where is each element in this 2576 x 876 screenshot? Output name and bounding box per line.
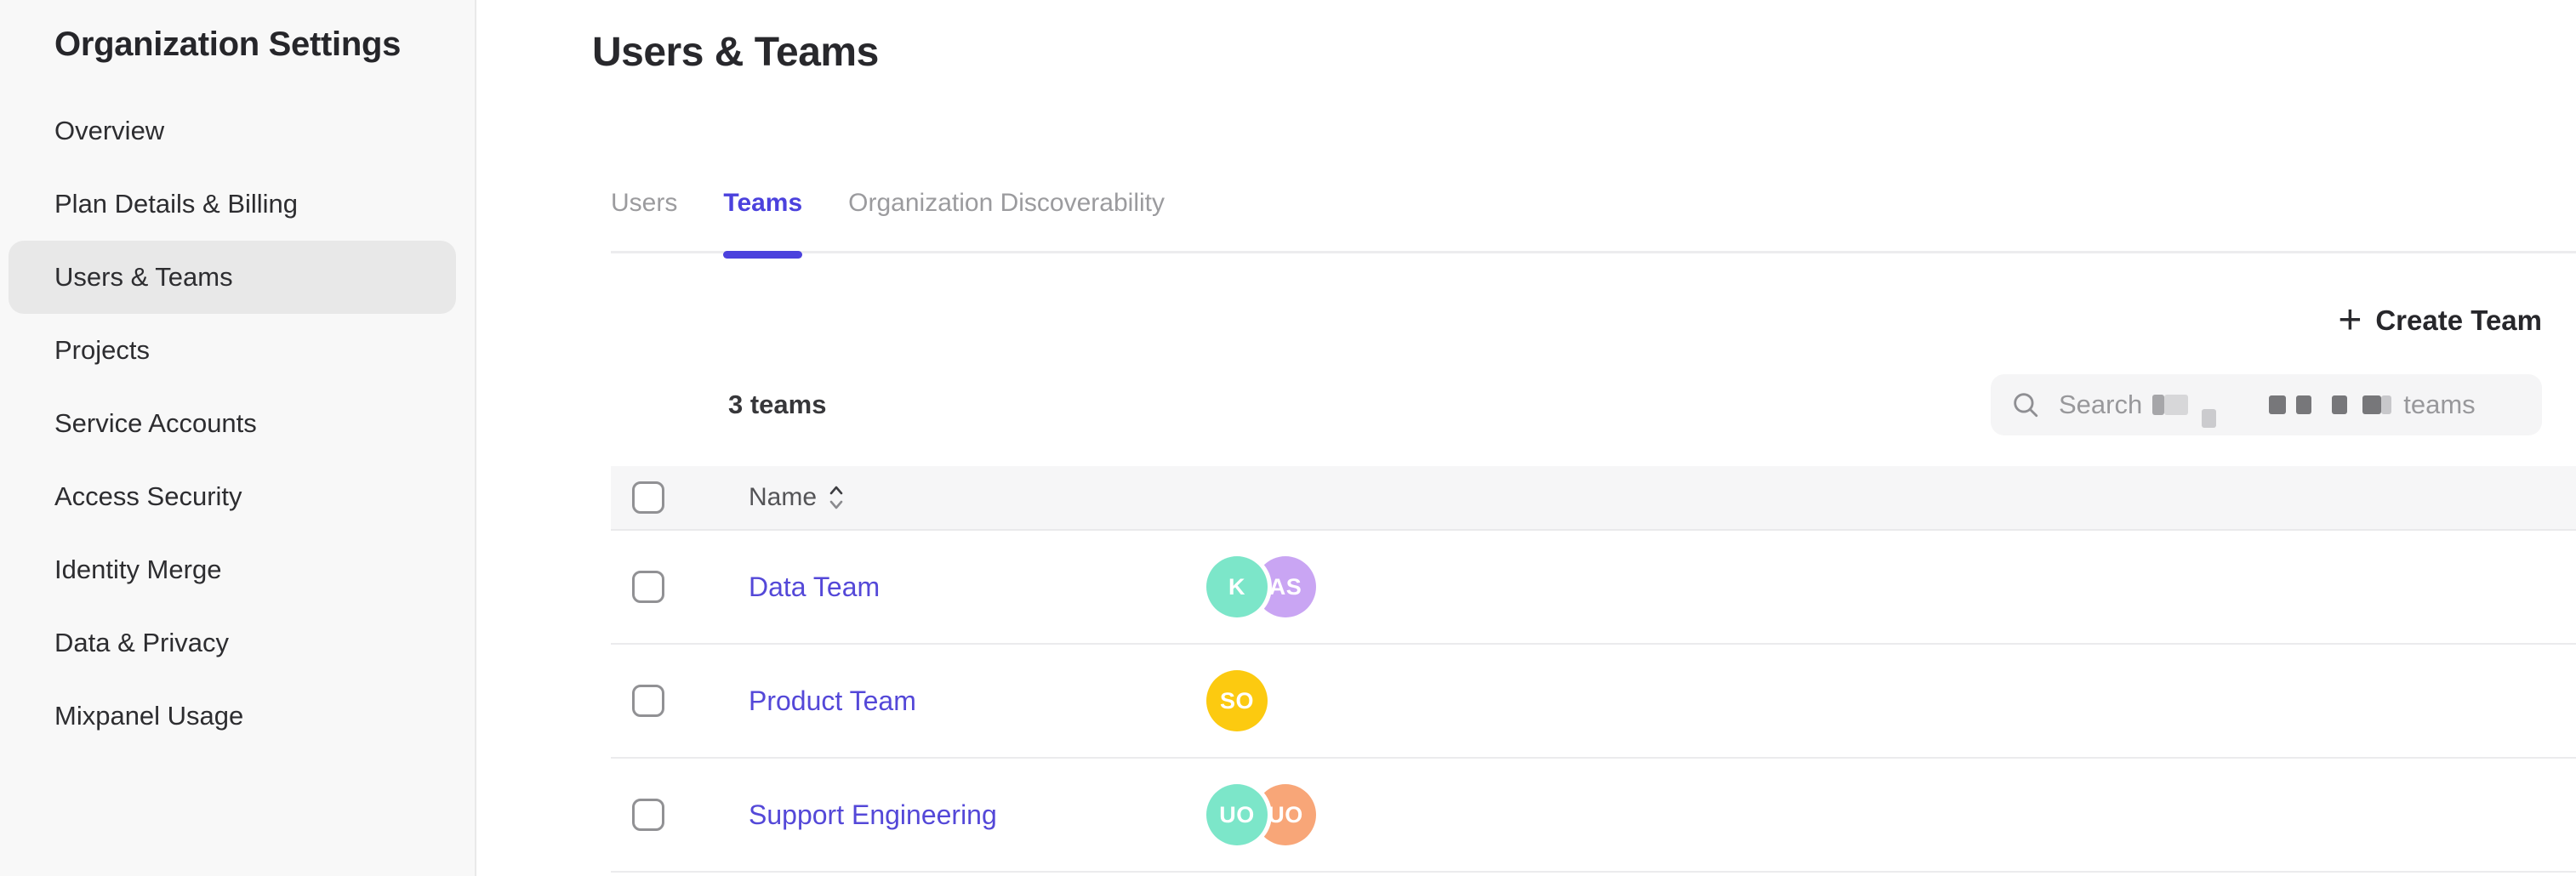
sidebar-item-service-accounts[interactable]: Service Accounts — [0, 387, 475, 460]
sidebar-item-plan-details-billing[interactable]: Plan Details & Billing — [0, 168, 475, 241]
column-header-name-label: Name — [749, 483, 818, 511]
team-name-cell: Product Team — [749, 685, 1206, 717]
table-row: Support Engineering UO UO — [611, 759, 2576, 873]
tab-users[interactable]: Users — [611, 189, 678, 217]
team-name-link[interactable]: Data Team — [749, 571, 881, 602]
create-team-button[interactable]: + Create Team — [2338, 298, 2542, 343]
list-controls: 3 teams Search teams — [611, 374, 2542, 435]
sidebar-item-access-security[interactable]: Access Security — [0, 460, 475, 533]
table-row: Data Team K AS — [611, 531, 2576, 645]
page-title: Users & Teams — [592, 30, 879, 75]
sidebar-item-projects[interactable]: Projects — [0, 314, 475, 387]
plus-icon: + — [2338, 298, 2362, 343]
member-avatar[interactable]: UO — [1206, 784, 1268, 845]
table-body: Data Team K AS Product Team SO Support Engine… — [611, 531, 2576, 873]
main-content: Users & Teams Users Teams Organization Dis… — [476, 0, 2576, 876]
sort-icon — [829, 486, 843, 509]
sidebar-item-label: Data & Privacy — [54, 628, 230, 657]
sidebar-item-label: Overview — [54, 116, 165, 145]
sidebar: Organization Settings Overview Plan Detai… — [0, 0, 476, 876]
sidebar-item-label: Users & Teams — [54, 262, 233, 292]
search-placeholder-suffix: teams — [2403, 390, 2476, 419]
search-input[interactable]: Search teams — [1991, 374, 2542, 435]
row-checkbox[interactable] — [632, 685, 664, 717]
sidebar-item-label: Projects — [54, 335, 150, 365]
row-checkbox[interactable] — [632, 799, 664, 831]
redacted-text-block — [2202, 409, 2217, 428]
sidebar-item-label: Identity Merge — [54, 555, 222, 584]
team-name-link[interactable]: Support Engineering — [749, 799, 997, 830]
sidebar-item-label: Service Accounts — [54, 408, 257, 438]
teams-table: Name Data Team K AS Product Team SO Support E… — [611, 466, 2576, 873]
member-avatars: UO UO — [1206, 784, 1316, 845]
column-header-name[interactable]: Name — [749, 483, 844, 512]
sidebar-item-label: Plan Details & Billing — [54, 189, 299, 219]
search-icon — [2014, 393, 2038, 418]
toolbar: + Create Team — [611, 298, 2542, 343]
team-name-link[interactable]: Product Team — [749, 685, 916, 716]
row-checkbox[interactable] — [632, 571, 664, 603]
redacted-text-block — [2362, 395, 2392, 414]
sidebar-item-mixpanel-usage[interactable]: Mixpanel Usage — [0, 680, 475, 753]
sidebar-item-data-privacy[interactable]: Data & Privacy — [0, 606, 475, 680]
tab-organization-discoverability[interactable]: Organization Discoverability — [848, 189, 1165, 217]
sidebar-nav: Overview Plan Details & Billing Users & Te… — [0, 94, 475, 753]
redacted-text-block — [2269, 395, 2287, 414]
team-name-cell: Data Team — [749, 572, 1206, 603]
member-avatar[interactable]: K — [1206, 556, 1268, 617]
tabs-bar: Users Teams Organization Discoverability — [611, 188, 2576, 259]
redacted-text-block — [2332, 395, 2348, 414]
team-name-cell: Support Engineering — [749, 799, 1206, 831]
sidebar-title: Organization Settings — [54, 26, 402, 63]
create-team-label: Create Team — [2375, 304, 2542, 336]
sidebar-item-overview[interactable]: Overview — [0, 94, 475, 168]
sidebar-item-identity-merge[interactable]: Identity Merge — [0, 533, 475, 606]
sidebar-item-users-teams[interactable]: Users & Teams — [9, 241, 456, 314]
table-row: Product Team SO — [611, 645, 2576, 759]
table-header-row: Name — [611, 466, 2576, 531]
select-all-checkbox[interactable] — [632, 481, 664, 514]
sidebar-item-label: Mixpanel Usage — [54, 701, 244, 731]
sidebar-item-label: Access Security — [54, 481, 242, 511]
member-avatars: SO — [1206, 670, 1268, 731]
tab-teams[interactable]: Teams — [723, 189, 803, 259]
search-placeholder-prefix: Search — [2059, 390, 2143, 419]
member-avatar[interactable]: SO — [1206, 670, 1268, 731]
redacted-text-block — [2296, 395, 2312, 414]
redacted-text-block — [2152, 395, 2189, 415]
team-count: 3 teams — [728, 390, 827, 419]
member-avatars: K AS — [1206, 556, 1316, 617]
